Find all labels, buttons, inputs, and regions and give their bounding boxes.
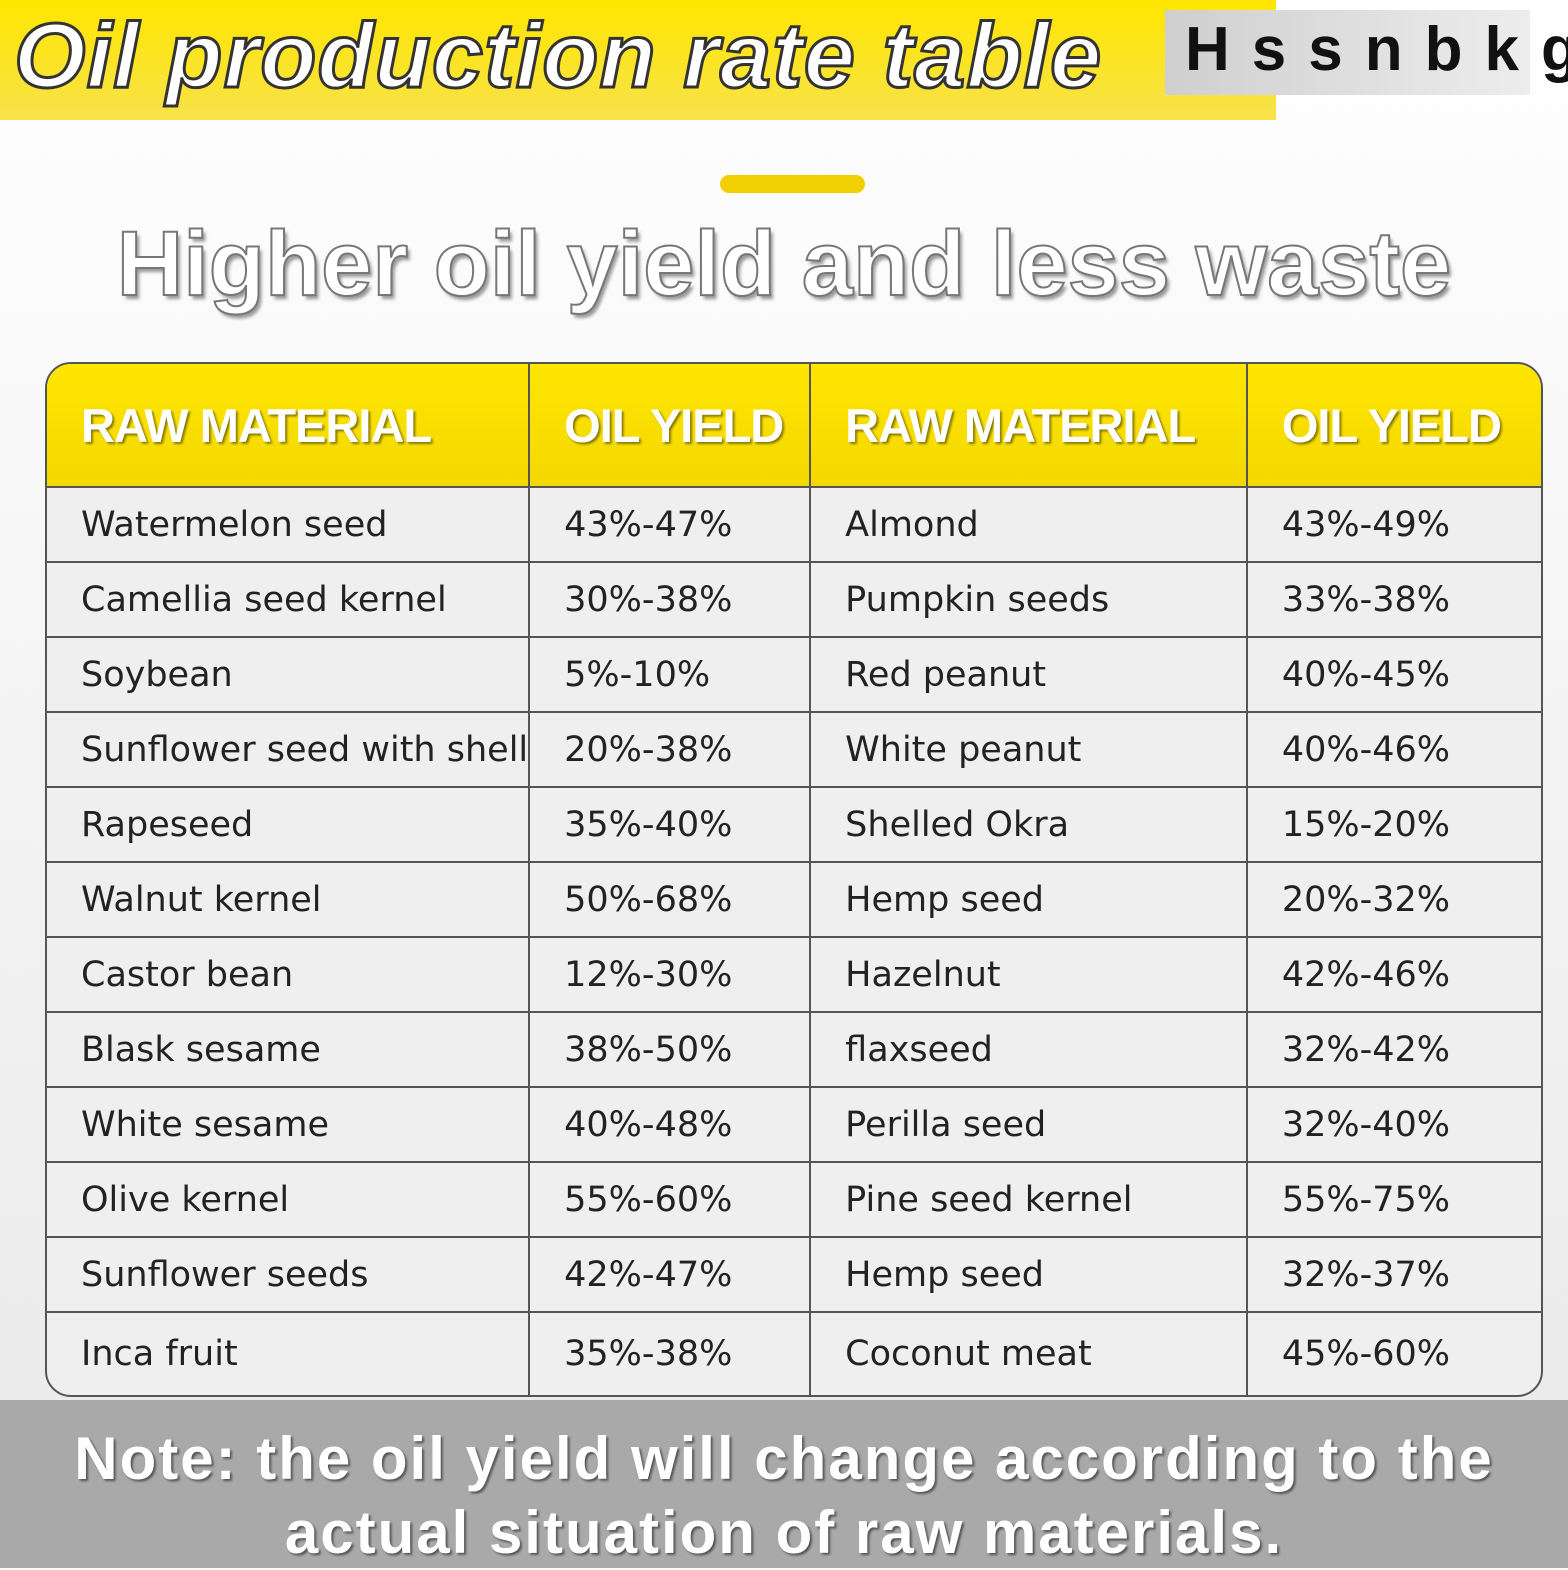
- material-cell: Soybean: [47, 638, 529, 713]
- yield-cell: 35%-40%: [528, 788, 810, 863]
- material-cell: Pine seed kernel: [809, 1163, 1246, 1238]
- material-cell: Pumpkin seeds: [809, 563, 1246, 638]
- material-cell: Almond: [809, 488, 1246, 563]
- material-cell: White peanut: [809, 713, 1246, 788]
- material-cell: Watermelon seed: [47, 488, 529, 563]
- yield-table: RAW MATERIAL OIL YIELD RAW MATERIAL OIL YIE…: [45, 362, 1543, 1397]
- title: Oil production rate table: [12, 4, 1103, 109]
- yield-cell: 45%-60%: [1245, 1313, 1541, 1395]
- yield-cell: 5%-10%: [528, 638, 810, 713]
- brand: Hssnbkg: [1185, 15, 1568, 84]
- yield-cell: 20%-32%: [1245, 863, 1541, 938]
- brand-box: [1165, 10, 1530, 95]
- header-cell: RAW MATERIAL: [47, 364, 529, 488]
- table-row: Sunflower seeds 42%-47% Hemp seed 32%-37%: [47, 1238, 1541, 1313]
- yield-cell: 55%-60%: [528, 1163, 810, 1238]
- material-cell: Hemp seed: [809, 1238, 1246, 1313]
- material-cell: Shelled Okra: [809, 788, 1246, 863]
- yield-cell: 40%-48%: [528, 1088, 810, 1163]
- accent-pill: [720, 175, 865, 193]
- table-row: Inca fruit 35%-38% Coconut meat 45%-60%: [47, 1313, 1541, 1395]
- table-row: Watermelon seed 43%-47% Almond 43%-49%: [47, 488, 1541, 563]
- yield-cell: 42%-46%: [1245, 938, 1541, 1013]
- table-row: Rapeseed 35%-40% Shelled Okra 15%-20%: [47, 788, 1541, 863]
- yield-cell: 32%-40%: [1245, 1088, 1541, 1163]
- header-row: RAW MATERIAL OIL YIELD RAW MATERIAL OIL YIE…: [47, 364, 1541, 488]
- yield-cell: 35%-38%: [528, 1313, 809, 1395]
- yield-cell: 33%-38%: [1245, 563, 1541, 638]
- material-cell: Rapeseed: [47, 788, 529, 863]
- yield-cell: 38%-50%: [528, 1013, 810, 1088]
- table-body: Watermelon seed 43%-47% Almond 43%-49% Camel…: [47, 488, 1541, 1395]
- yield-cell: 32%-37%: [1245, 1238, 1541, 1313]
- material-cell: Sunflower seeds: [47, 1238, 529, 1313]
- yield-cell: 20%-38%: [528, 713, 810, 788]
- table-row: Blask sesame 38%-50% flaxseed 32%-42%: [47, 1013, 1541, 1088]
- yield-cell: 43%-47%: [528, 488, 810, 563]
- yield-cell: 12%-30%: [528, 938, 810, 1013]
- header-cell: OIL YIELD: [1245, 364, 1541, 488]
- yield-cell: 40%-45%: [1245, 638, 1541, 713]
- table-row: Sunflower seed with shell 20%-38% White pe…: [47, 713, 1541, 788]
- yield-cell: 43%-49%: [1245, 488, 1541, 563]
- material-cell: Olive kernel: [47, 1163, 529, 1238]
- material-cell: Coconut meat: [809, 1313, 1246, 1395]
- yield-cell: 50%-68%: [528, 863, 810, 938]
- yield-cell: 42%-47%: [528, 1238, 810, 1313]
- title-banner: [0, 0, 1276, 120]
- material-cell: White sesame: [47, 1088, 529, 1163]
- material-cell: Perilla seed: [809, 1088, 1246, 1163]
- subtitle: Higher oil yield and less waste: [116, 212, 1452, 316]
- material-cell: Walnut kernel: [47, 863, 529, 938]
- yield-cell: 32%-42%: [1245, 1013, 1541, 1088]
- header-cell: OIL YIELD: [528, 364, 810, 488]
- yield-cell: 40%-46%: [1245, 713, 1541, 788]
- yield-cell: 15%-20%: [1245, 788, 1541, 863]
- material-cell: Sunflower seed with shell: [47, 713, 529, 788]
- note-bar: [0, 1400, 1568, 1568]
- table-row: Castor bean 12%-30% Hazelnut 42%-46%: [47, 938, 1541, 1013]
- table-row: Soybean 5%-10% Red peanut 40%-45%: [47, 638, 1541, 713]
- material-cell: Hemp seed: [809, 863, 1246, 938]
- material-cell: Camellia seed kernel: [47, 563, 529, 638]
- material-cell: flaxseed: [809, 1013, 1246, 1088]
- yield-cell: 30%-38%: [528, 563, 810, 638]
- header-cell: RAW MATERIAL: [809, 364, 1246, 488]
- note: Note: the oil yield will change accordin…: [74, 1425, 1494, 1566]
- table-row: Olive kernel 55%-60% Pine seed kernel 55%-7…: [47, 1163, 1541, 1238]
- yield-cell: 55%-75%: [1245, 1163, 1541, 1238]
- material-cell: Blask sesame: [47, 1013, 529, 1088]
- material-cell: Hazelnut: [809, 938, 1246, 1013]
- table-row: Camellia seed kernel 30%-38% Pumpkin seeds…: [47, 563, 1541, 638]
- material-cell: Red peanut: [809, 638, 1246, 713]
- material-cell: Castor bean: [47, 938, 529, 1013]
- table-row: White sesame 40%-48% Perilla seed 32%-40%: [47, 1088, 1541, 1163]
- material-cell: Inca fruit: [81, 1334, 238, 1374]
- table-row: Walnut kernel 50%-68% Hemp seed 20%-32%: [47, 863, 1541, 938]
